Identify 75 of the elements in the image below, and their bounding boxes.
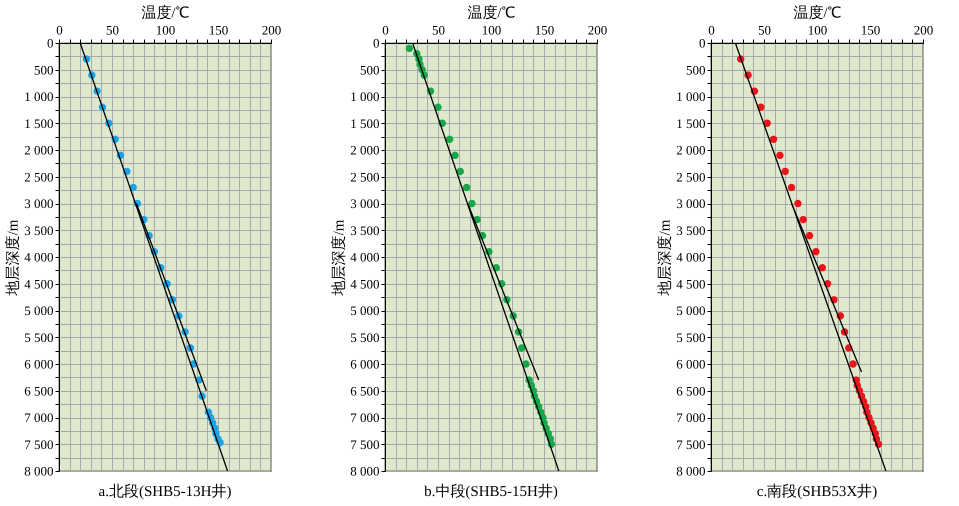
y-tick-label: 7 000 [24, 410, 54, 425]
y-tick-label: 1 000 [350, 89, 380, 104]
y-tick-label: 0 [373, 36, 380, 50]
x-tick-label: 150 [208, 22, 228, 38]
x-tick-label: 50 [432, 22, 445, 38]
y-tick-label: 4 500 [24, 276, 54, 292]
y-tick-label: 6 000 [676, 356, 706, 372]
x-tick-label: 200 [914, 22, 934, 38]
y-tick-label: 2 500 [350, 169, 380, 184]
text: c.南段(SHB53X井) [756, 483, 878, 500]
y-tick-label: 6 500 [350, 383, 380, 398]
y-tick-label: 1 500 [350, 116, 380, 131]
y-tick-label: 3 000 [676, 196, 706, 211]
y-tick-label: 4 000 [24, 250, 54, 264]
x-tick-label: 100 [808, 22, 828, 38]
x-tick-label: 150 [534, 22, 554, 38]
y-tick-label: 5 500 [676, 330, 706, 345]
y-axis-title: 地层深度/m [330, 219, 348, 296]
y-axis-title: 地层深度/m [656, 219, 674, 296]
y-tick-label: 2 000 [24, 142, 54, 158]
x-tick-label: 200 [588, 22, 608, 38]
y-tick-label: 6 500 [676, 383, 706, 398]
x-tick-label: 200 [262, 22, 282, 38]
y-tick-label: 5 500 [24, 330, 54, 345]
y-axis-title: 地层深度/m [4, 219, 22, 296]
y-tick-label: 4 000 [350, 250, 380, 264]
y-tick-label: 1 000 [24, 89, 54, 104]
y-tick-label: 4 500 [350, 276, 380, 292]
x-tick-label: 0 [56, 22, 63, 38]
x-axis-title: 温度/℃ [141, 4, 190, 22]
y-tick-label: 4 500 [676, 276, 706, 292]
y-tick-label: 8 000 [676, 464, 706, 478]
x-tick-label: 100 [156, 22, 176, 38]
y-tick-label: 1 500 [24, 116, 54, 131]
x-tick-label: 100 [482, 22, 502, 38]
y-tick-label: 8 000 [350, 464, 380, 478]
y-tick-label: 2 000 [676, 142, 706, 158]
y-tick-label: 7 000 [676, 410, 706, 425]
y-tick-label: 1 000 [676, 89, 706, 104]
y-tick-label: 1 500 [676, 116, 706, 131]
y-tick-label: 4 000 [676, 250, 706, 264]
y-tick-label: 6 000 [24, 356, 54, 372]
y-tick-label: 7 500 [676, 436, 706, 452]
y-tick-label: 7 000 [350, 410, 380, 425]
x-tick-label: 0 [708, 22, 715, 38]
y-tick-label: 5 000 [350, 303, 380, 318]
y-tick-label: 8 000 [24, 464, 54, 478]
y-tick-label: 3 000 [350, 196, 380, 211]
x-tick-label: 150 [860, 22, 880, 38]
y-tick-label: 0 [699, 36, 706, 50]
y-tick-label: 3 000 [24, 196, 54, 211]
x-axis-title: 温度/℃ [793, 4, 842, 22]
y-tick-label: 2 000 [350, 142, 380, 158]
text: b.中段(SHB5-15H井) [424, 483, 558, 500]
y-tick-label: 6 000 [350, 356, 380, 372]
y-tick-label: 3 500 [676, 222, 706, 238]
y-tick-label: 5 000 [24, 303, 54, 318]
y-tick-label: 5 500 [350, 330, 380, 345]
y-tick-label: 7 500 [24, 436, 54, 452]
y-tick-label: 6 500 [24, 383, 54, 398]
y-tick-label: 3 500 [24, 222, 54, 238]
y-tick-label: 7 500 [350, 436, 380, 452]
y-tick-label: 2 500 [24, 169, 54, 184]
text: a.北段(SHB5-13H井) [98, 483, 232, 500]
x-axis-title: 温度/℃ [467, 4, 516, 22]
x-tick-label: 50 [758, 22, 771, 38]
x-tick-label: 50 [106, 22, 119, 38]
y-tick-label: 3 500 [350, 222, 380, 238]
y-tick-label: 500 [686, 62, 706, 78]
x-tick-label: 0 [382, 22, 389, 38]
y-tick-label: 500 [360, 62, 380, 78]
y-tick-label: 2 500 [676, 169, 706, 184]
y-tick-label: 0 [47, 36, 54, 50]
y-tick-label: 5 000 [676, 303, 706, 318]
y-tick-label: 500 [34, 62, 54, 78]
